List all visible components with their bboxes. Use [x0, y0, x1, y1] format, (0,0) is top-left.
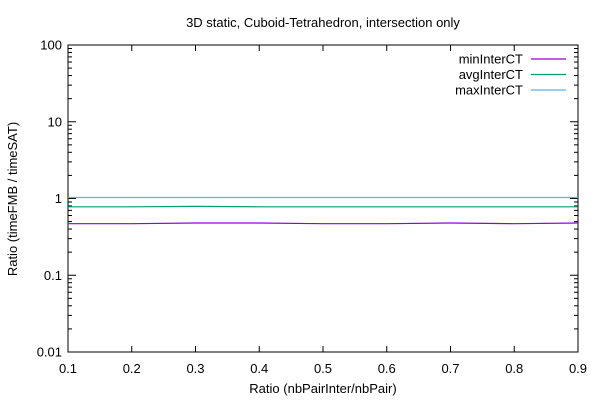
- legend-label: avgInterCT: [459, 67, 523, 82]
- series-line-minInterCT: [68, 223, 578, 224]
- y-tick-label: 10: [48, 114, 62, 129]
- x-tick-label: 0.2: [123, 361, 141, 376]
- y-tick-label: 0.01: [37, 345, 62, 360]
- x-tick-label: 0.7: [441, 361, 459, 376]
- x-tick-label: 0.5: [314, 361, 332, 376]
- chart-title: 3D static, Cuboid-Tetrahedron, intersect…: [186, 15, 460, 30]
- x-tick-label: 0.4: [250, 361, 268, 376]
- y-tick-label: 0.1: [44, 268, 62, 283]
- x-tick-label: 0.9: [569, 361, 587, 376]
- x-axis-label: Ratio (nbPairInter/nbPair): [249, 381, 396, 396]
- x-tick-label: 0.6: [378, 361, 396, 376]
- x-tick-label: 0.3: [186, 361, 204, 376]
- y-axis-label: Ratio (timeFMB / timeSAT): [5, 122, 20, 276]
- y-tick-label: 100: [40, 38, 62, 53]
- legend-label: minInterCT: [459, 52, 523, 67]
- data-series: [68, 198, 578, 224]
- x-tick-label: 0.8: [505, 361, 523, 376]
- legend-label: maxInterCT: [455, 83, 523, 98]
- y-tick-label: 1: [55, 191, 62, 206]
- x-tick-label: 0.1: [59, 361, 77, 376]
